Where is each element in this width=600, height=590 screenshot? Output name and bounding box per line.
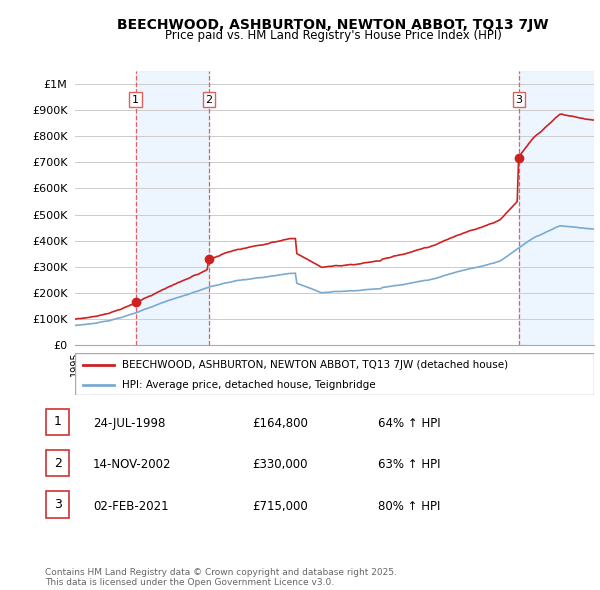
Bar [136,71,209,345]
Text: 1: 1 [53,415,62,428]
Text: 2: 2 [53,457,62,470]
Text: 02-FEB-2021: 02-FEB-2021 [93,500,169,513]
Text: Price paid vs. HM Land Registry's House Price Index (HPI): Price paid vs. HM Land Registry's House … [164,30,502,42]
Text: BEECHWOOD, ASHBURTON, NEWTON ABBOT, TQ13 7JW: BEECHWOOD, ASHBURTON, NEWTON ABBOT, TQ13… [117,18,549,32]
Text: 63% ↑ HPI: 63% ↑ HPI [378,458,440,471]
Text: 80% ↑ HPI: 80% ↑ HPI [378,500,440,513]
Text: £164,800: £164,800 [252,417,308,430]
FancyBboxPatch shape [46,491,69,518]
Text: 1: 1 [132,94,139,104]
Text: 2: 2 [205,94,212,104]
FancyBboxPatch shape [46,408,69,435]
Text: 14-NOV-2002: 14-NOV-2002 [93,458,172,471]
Text: 3: 3 [53,498,62,511]
Text: 64% ↑ HPI: 64% ↑ HPI [378,417,440,430]
Text: £330,000: £330,000 [252,458,308,471]
Text: 24-JUL-1998: 24-JUL-1998 [93,417,166,430]
Text: Contains HM Land Registry data © Crown copyright and database right 2025.
This d: Contains HM Land Registry data © Crown c… [45,568,397,587]
Text: £715,000: £715,000 [252,500,308,513]
Text: HPI: Average price, detached house, Teignbridge: HPI: Average price, detached house, Teig… [122,380,376,389]
Bar [519,71,594,345]
Text: BEECHWOOD, ASHBURTON, NEWTON ABBOT, TQ13 7JW (detached house): BEECHWOOD, ASHBURTON, NEWTON ABBOT, TQ13… [122,360,508,370]
FancyBboxPatch shape [75,353,594,395]
FancyBboxPatch shape [46,450,69,477]
Text: 3: 3 [515,94,523,104]
